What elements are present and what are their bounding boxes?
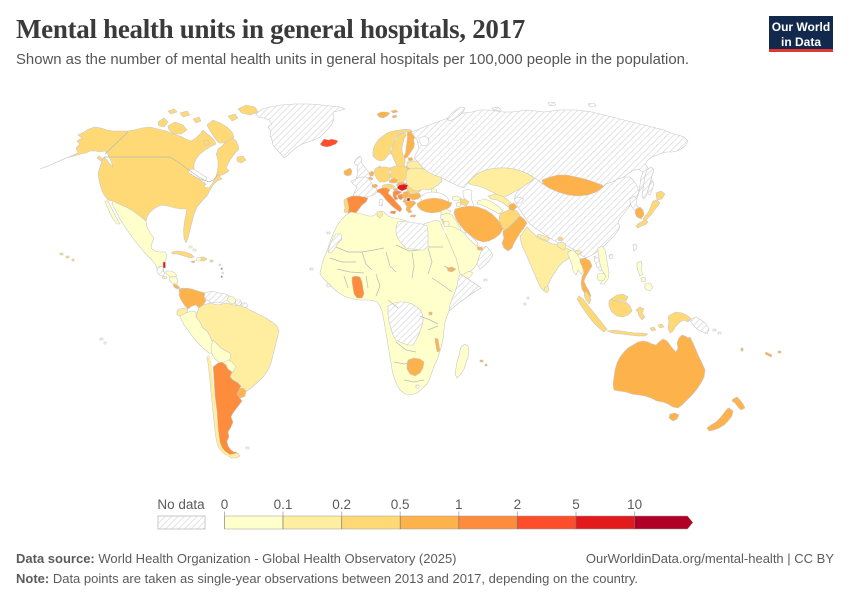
svg-text:0.5: 0.5 xyxy=(391,497,410,512)
svg-text:0.1: 0.1 xyxy=(274,497,293,512)
svg-text:2: 2 xyxy=(514,497,522,512)
svg-text:0.2: 0.2 xyxy=(332,497,351,512)
svg-text:1: 1 xyxy=(455,497,463,512)
svg-text:No data: No data xyxy=(157,497,205,512)
svg-text:5: 5 xyxy=(572,497,580,512)
svg-text:0: 0 xyxy=(221,497,229,512)
svg-text:10: 10 xyxy=(627,497,642,512)
